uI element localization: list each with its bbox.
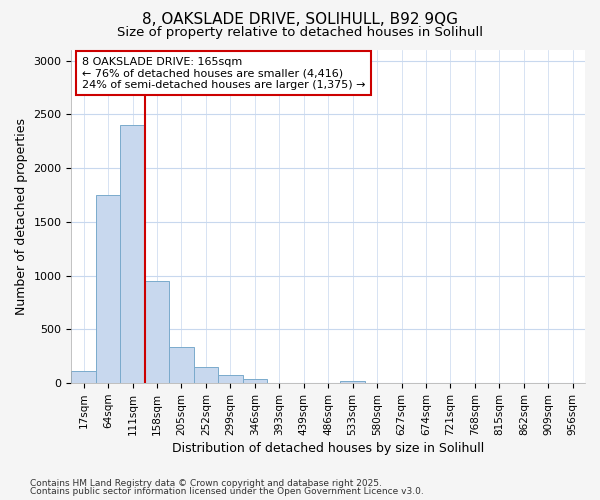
Bar	[96, 195, 121, 383]
Text: Size of property relative to detached houses in Solihull: Size of property relative to detached ho…	[117, 26, 483, 39]
X-axis label: Distribution of detached houses by size in Solihull: Distribution of detached houses by size …	[172, 442, 484, 455]
Bar	[218, 374, 242, 383]
Bar	[242, 380, 267, 383]
Bar	[169, 346, 194, 383]
Bar	[194, 366, 218, 383]
Bar	[121, 125, 145, 383]
Bar	[267, 382, 292, 383]
Text: Contains public sector information licensed under the Open Government Licence v3: Contains public sector information licen…	[30, 487, 424, 496]
Y-axis label: Number of detached properties: Number of detached properties	[15, 118, 28, 315]
Bar	[340, 380, 365, 383]
Bar	[71, 371, 96, 383]
Text: 8, OAKSLADE DRIVE, SOLIHULL, B92 9QG: 8, OAKSLADE DRIVE, SOLIHULL, B92 9QG	[142, 12, 458, 28]
Text: Contains HM Land Registry data © Crown copyright and database right 2025.: Contains HM Land Registry data © Crown c…	[30, 478, 382, 488]
Text: 8 OAKSLADE DRIVE: 165sqm
← 76% of detached houses are smaller (4,416)
24% of sem: 8 OAKSLADE DRIVE: 165sqm ← 76% of detach…	[82, 56, 365, 90]
Bar	[145, 281, 169, 383]
